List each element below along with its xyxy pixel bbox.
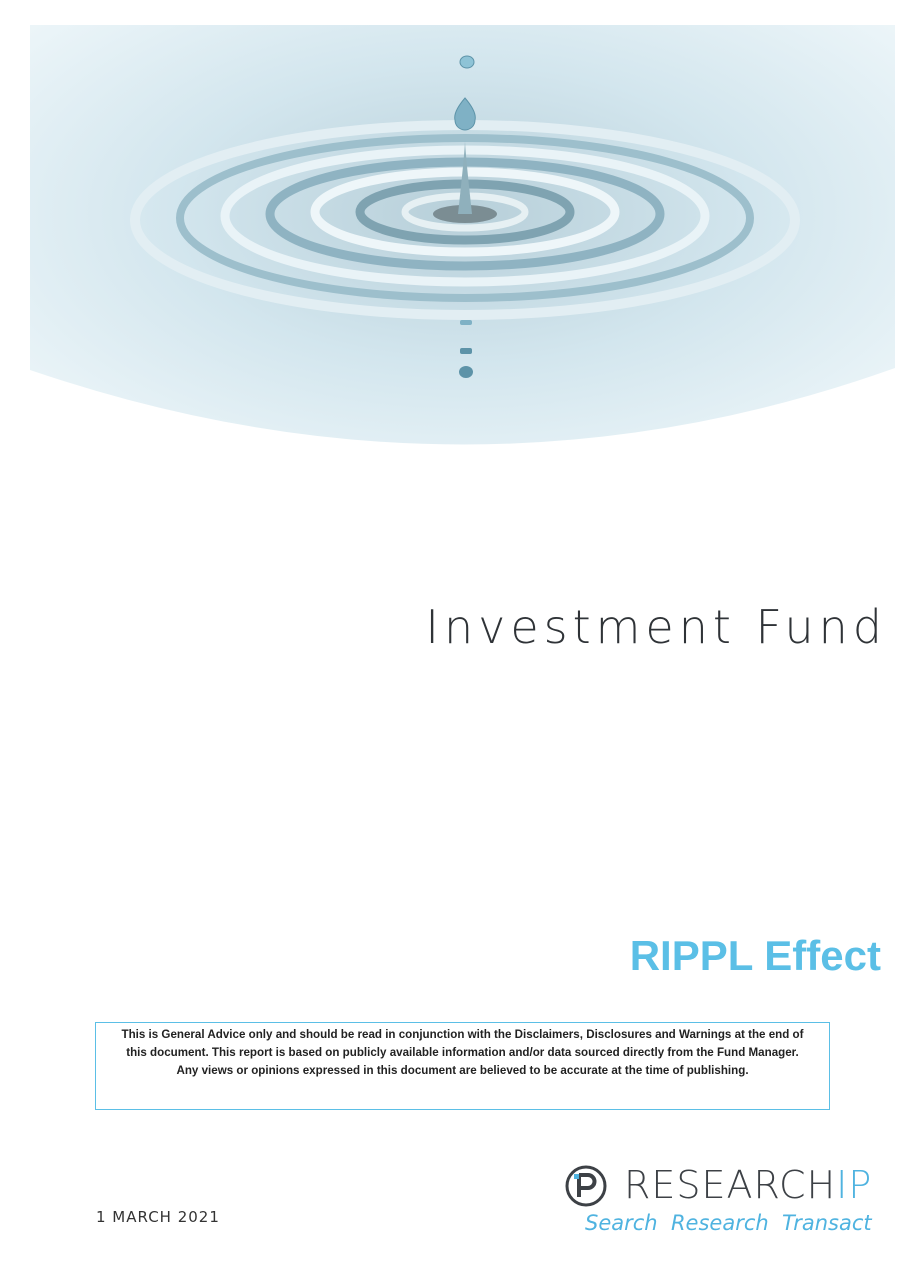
logo-name: RESEARCHIP [624,1163,872,1207]
report-date: 1 MARCH 2021 [96,1208,220,1226]
logo-accent: IP [836,1163,872,1207]
fund-name: RIPPL Effect [630,932,881,980]
logo-icon [564,1164,608,1208]
logo-tagline: Search Research Transact [585,1211,872,1235]
disclaimer-text: This is General Advice only and should b… [110,1026,815,1062]
disclaimer-box: This is General Advice only and should b… [95,1022,830,1110]
cover-title: Investment Fund [425,600,887,654]
cover-image [0,0,901,470]
logo-main: RESEARCH [624,1163,836,1207]
page: Investment Fund RIPPL Effect This is Gen… [0,0,901,1272]
disclaimer-text: Any views or opinions expressed in this … [110,1062,815,1080]
